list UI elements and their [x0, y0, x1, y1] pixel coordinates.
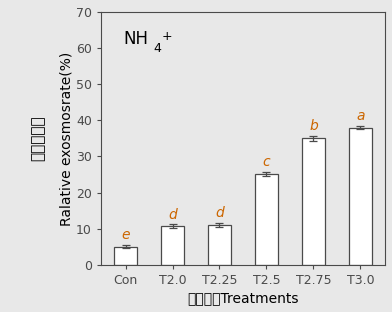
Text: b: b: [309, 119, 318, 133]
Text: NH: NH: [123, 30, 149, 48]
Text: 4: 4: [153, 42, 162, 55]
Text: +: +: [162, 30, 172, 43]
Text: e: e: [121, 228, 130, 242]
Text: d: d: [168, 207, 177, 222]
Bar: [114, 247, 137, 265]
Text: a: a: [356, 109, 365, 123]
Bar: [255, 174, 278, 265]
Text: c: c: [263, 155, 270, 169]
Bar: [302, 139, 325, 265]
Text: d: d: [215, 207, 224, 220]
Bar: [208, 225, 231, 265]
Bar: [161, 226, 184, 265]
X-axis label: 场强处理Treatments: 场强处理Treatments: [187, 291, 299, 305]
Bar: [348, 128, 372, 265]
Text: 细胞膜透性: 细胞膜透性: [31, 115, 46, 161]
Y-axis label: Ralative exosmosrate(%): Ralative exosmosrate(%): [59, 51, 73, 226]
